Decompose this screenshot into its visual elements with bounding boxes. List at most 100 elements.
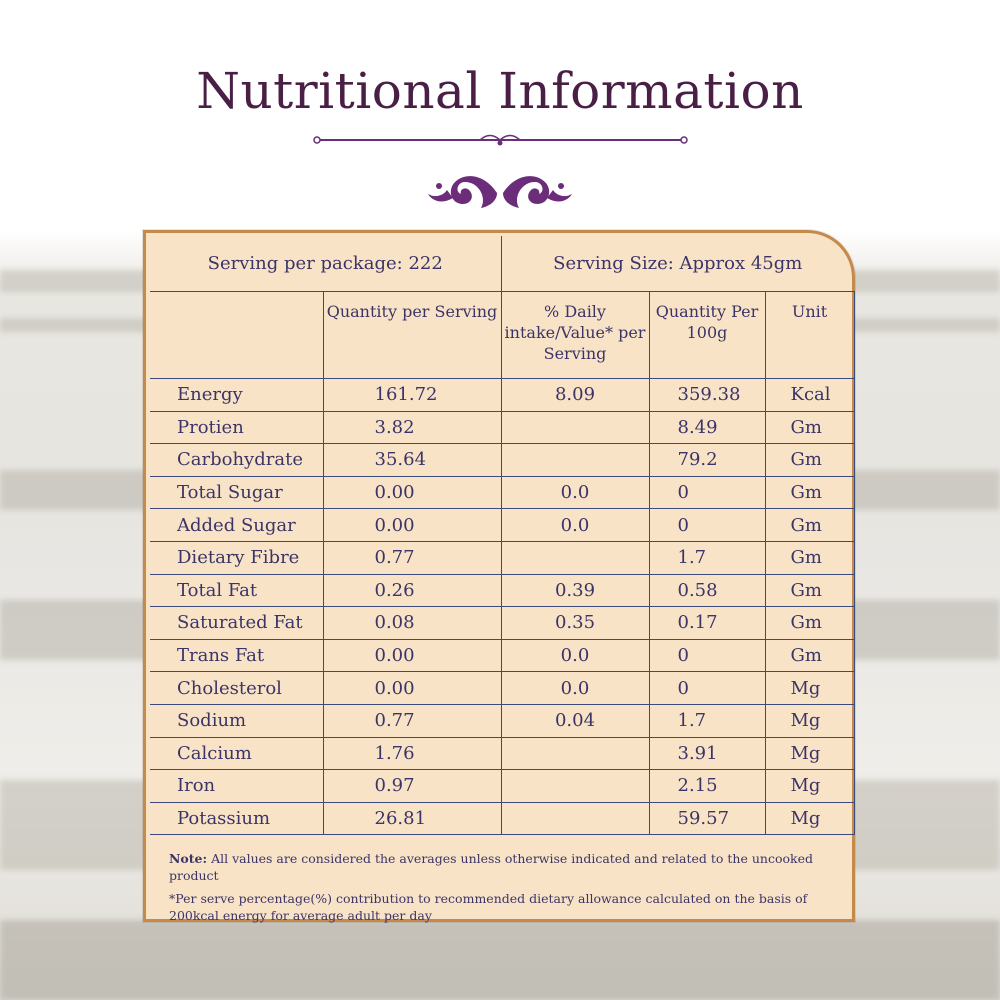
table-row: Total Fat 0.26 0.39 0.58 Gm <box>150 573 855 608</box>
table-row: Iron 0.97 2.15 Mg <box>150 769 855 803</box>
daily-intake-cell: 8.09 <box>500 378 650 412</box>
swirl-ornament-icon <box>428 176 572 208</box>
qty-per-100g-cell: 8.49 <box>648 410 766 445</box>
nutrient-name: Cholesterol <box>150 671 324 705</box>
daily-intake-cell <box>500 801 650 836</box>
table-row: Added Sugar 0.00 0.0 0 Gm <box>150 508 855 542</box>
qty-per-100g-cell: 0.58 <box>648 573 766 608</box>
table-header-row: Quantity per Serving % Daily intake/Valu… <box>150 291 855 379</box>
table-row: Carbohydrate 35.64 79.2 Gm <box>150 443 855 477</box>
nutrition-facts-card: Serving per package: 222 Serving Size: A… <box>143 230 855 924</box>
footnote: *Per serve percentage(%) contribution to… <box>169 891 808 923</box>
table-row: Energy 161.72 8.09 359.38 Kcal <box>150 378 855 412</box>
qty-per-100g-cell: 0.17 <box>648 606 766 640</box>
daily-intake-cell <box>500 410 650 445</box>
daily-intake-cell: 0.35 <box>500 606 650 640</box>
unit-cell: Gm <box>764 540 855 575</box>
unit-cell: Mg <box>764 801 855 836</box>
nutrient-name: Saturated Fat <box>150 606 324 640</box>
unit-cell: Gm <box>764 606 855 640</box>
nutrient-name: Dietary Fibre <box>150 540 324 575</box>
table-row: Sodium 0.77 0.04 1.7 Mg <box>150 703 855 738</box>
unit-cell: Gm <box>764 573 855 608</box>
nutrient-name: Total Fat <box>150 573 324 608</box>
nutrient-name: Protien <box>150 410 324 445</box>
daily-intake-cell <box>500 443 650 477</box>
header-daily-intake: % Daily intake/Value* per Serving <box>500 291 650 379</box>
note-text: All values are considered the averages u… <box>169 851 813 883</box>
header-unit: Unit <box>764 291 855 379</box>
qty-per-100g-cell: 0 <box>648 671 766 705</box>
daily-intake-cell <box>500 736 650 771</box>
nutrient-name: Trans Fat <box>150 638 324 673</box>
nutrient-name: Iron <box>150 769 324 803</box>
nutrient-name: Energy <box>150 378 324 412</box>
qty-per-serving-cell: 1.76 <box>322 736 502 771</box>
qty-per-100g-cell: 1.7 <box>648 540 766 575</box>
qty-per-serving-cell: 0.08 <box>322 606 502 640</box>
table-row: Total Sugar 0.00 0.0 0 Gm <box>150 475 855 510</box>
unit-cell: Gm <box>764 475 855 510</box>
nutrient-name: Added Sugar <box>150 508 324 542</box>
unit-cell: Gm <box>764 638 855 673</box>
unit-cell: Mg <box>764 671 855 705</box>
qty-per-serving-cell: 0.77 <box>322 703 502 738</box>
qty-per-serving-cell: 161.72 <box>322 378 502 412</box>
table-row: Trans Fat 0.00 0.0 0 Gm <box>150 638 855 673</box>
header-qty-per-serving: Quantity per Serving <box>322 291 502 379</box>
note-line: Note: All values are considered the aver… <box>169 850 839 884</box>
qty-per-serving-cell: 0.26 <box>322 573 502 608</box>
unit-cell: Gm <box>764 443 855 477</box>
unit-cell: Mg <box>764 736 855 771</box>
table-row: Calcium 1.76 3.91 Mg <box>150 736 855 771</box>
qty-per-100g-cell: 359.38 <box>648 378 766 412</box>
header-qty-per-100g: Quantity Per 100g <box>648 291 766 379</box>
daily-intake-cell: 0.39 <box>500 573 650 608</box>
qty-per-100g-cell: 79.2 <box>648 443 766 477</box>
qty-per-serving-cell: 35.64 <box>322 443 502 477</box>
qty-per-serving-cell: 0.00 <box>322 508 502 542</box>
daily-intake-cell: 0.0 <box>500 671 650 705</box>
table-row: Dietary Fibre 0.77 1.7 Gm <box>150 540 855 575</box>
nutrient-name: Sodium <box>150 703 324 738</box>
nutrition-table: Serving per package: 222 Serving Size: A… <box>150 236 855 836</box>
unit-cell: Mg <box>764 703 855 738</box>
qty-per-serving-cell: 26.81 <box>322 801 502 836</box>
nutrient-name: Carbohydrate <box>150 443 324 477</box>
table-row: Potassium 26.81 59.57 Mg <box>150 801 855 836</box>
qty-per-100g-cell: 1.7 <box>648 703 766 738</box>
daily-intake-cell <box>500 540 650 575</box>
unit-cell: Gm <box>764 410 855 445</box>
page-title: Nutritional Information <box>196 62 804 120</box>
qty-per-serving-cell: 3.82 <box>322 410 502 445</box>
unit-cell: Mg <box>764 769 855 803</box>
serving-size: Serving Size: Approx 45gm <box>500 236 855 292</box>
qty-per-serving-cell: 0.00 <box>322 671 502 705</box>
qty-per-100g-cell: 59.57 <box>648 801 766 836</box>
qty-per-100g-cell: 2.15 <box>648 769 766 803</box>
unit-cell: Gm <box>764 508 855 542</box>
daily-intake-cell: 0.0 <box>500 508 650 542</box>
table-row: Cholesterol 0.00 0.0 0 Mg <box>150 671 855 705</box>
qty-per-serving-cell: 0.00 <box>322 638 502 673</box>
nutrient-name: Potassium <box>150 801 324 836</box>
serving-row: Serving per package: 222 Serving Size: A… <box>150 236 855 292</box>
nutrient-name: Calcium <box>150 736 324 771</box>
nutrient-name: Total Sugar <box>150 475 324 510</box>
daily-intake-cell: 0.0 <box>500 638 650 673</box>
qty-per-serving-cell: 0.97 <box>322 769 502 803</box>
table-row: Saturated Fat 0.08 0.35 0.17 Gm <box>150 606 855 640</box>
qty-per-serving-cell: 0.77 <box>322 540 502 575</box>
daily-intake-cell: 0.04 <box>500 703 650 738</box>
notes-section: Note: All values are considered the aver… <box>169 850 839 924</box>
qty-per-100g-cell: 0 <box>648 638 766 673</box>
qty-per-serving-cell: 0.00 <box>322 475 502 510</box>
qty-per-100g-cell: 0 <box>648 508 766 542</box>
unit-cell: Kcal <box>764 378 855 412</box>
qty-per-100g-cell: 0 <box>648 475 766 510</box>
qty-per-100g-cell: 3.91 <box>648 736 766 771</box>
header-nutrient-blank <box>150 291 324 379</box>
table-row: Protien 3.82 8.49 Gm <box>150 410 855 445</box>
daily-intake-cell <box>500 769 650 803</box>
note-label: Note: <box>169 851 208 866</box>
